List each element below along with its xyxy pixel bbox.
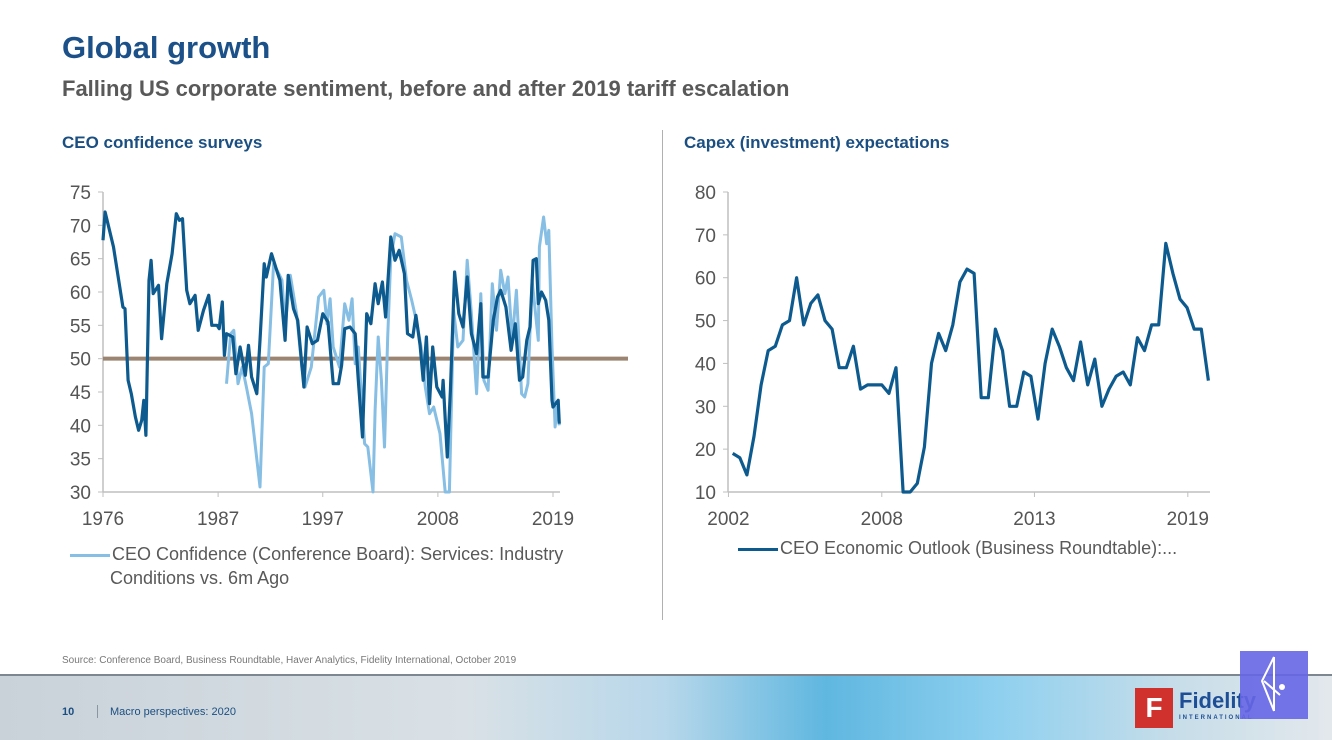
y-tick-label: 30: [695, 397, 716, 418]
series-line-ceo-economic-outlook: [731, 241, 1210, 494]
y-tick-label: 35: [70, 450, 91, 471]
y-tick-label: 20: [695, 440, 716, 461]
x-tick-label: 1976: [82, 509, 124, 530]
y-tick-label: 60: [695, 269, 716, 290]
y-tick-label: 50: [70, 350, 91, 371]
y-tick-label: 30: [70, 483, 91, 504]
x-tick-label: 2008: [417, 509, 459, 530]
x-tick-label: 1987: [197, 509, 239, 530]
series-line-ceo-confidence: [101, 210, 561, 459]
right-chart-title: Capex (investment) expectations: [684, 133, 950, 152]
x-tick-label: 2019: [1167, 509, 1209, 530]
y-tick-label: 40: [695, 354, 716, 375]
y-tick-label: 40: [70, 416, 91, 437]
y-tick-label: 80: [695, 183, 716, 204]
legend-label-line1: CEO Confidence (Conference Board): Servi…: [112, 544, 564, 564]
slide-title: Global growth: [62, 30, 271, 65]
y-tick-label: 70: [70, 216, 91, 237]
x-tick-label: 2019: [532, 509, 574, 530]
y-tick-label: 10: [695, 483, 716, 504]
deck-title: Macro perspectives: 2020: [110, 706, 236, 718]
footer-band: [0, 674, 1332, 740]
y-tick-label: 65: [70, 250, 91, 271]
x-tick-label: 2008: [861, 509, 903, 530]
y-tick-label: 75: [70, 183, 91, 204]
slide-subtitle: Falling US corporate sentiment, before a…: [62, 76, 790, 101]
y-tick-label: 60: [70, 283, 91, 304]
footer-separator: [97, 705, 98, 718]
x-tick-label: 2013: [1013, 509, 1055, 530]
fidelity-logo: F Fidelity INTERNATIONAL: [1135, 688, 1256, 728]
y-tick-label: 50: [695, 312, 716, 333]
y-tick-label: 45: [70, 383, 91, 404]
legend-swatch-dark: [738, 547, 778, 551]
fidelity-logo-mark: F: [1135, 688, 1173, 728]
capex-expectations-chart: 10 20 30 40 50 60 70 80 2002 2008 2013 2019: [695, 183, 1210, 530]
ceo-confidence-chart: 30 35 40 45 50 55 60 65 70 75 1976 1987 1997 2008 2019: [70, 183, 628, 530]
page-number: 10: [62, 706, 75, 718]
bracket-icon: [1260, 656, 1285, 712]
legend-label-line2: Conditions vs. 6m Ago: [110, 568, 290, 588]
source-note: Source: Conference Board, Business Round…: [62, 655, 517, 666]
left-chart-title: CEO confidence surveys: [62, 133, 263, 152]
right-chart-legend: CEO Economic Outlook (Business Roundtabl…: [738, 536, 1177, 560]
legend-label: CEO Economic Outlook (Business Roundtabl…: [780, 538, 1178, 558]
fidelity-logo-subtext: INTERNATIONAL: [1179, 715, 1254, 721]
series-line-services-confidence: [225, 215, 561, 494]
overlay-app-icon: [1240, 651, 1308, 719]
left-chart-legend: CEO Confidence (Conference Board): Servi…: [70, 542, 563, 590]
y-tick-label: 55: [70, 316, 91, 337]
x-tick-label: 1997: [302, 509, 344, 530]
x-tick-label: 2002: [707, 509, 749, 530]
legend-swatch-light: [70, 553, 110, 557]
chart-divider: [662, 130, 663, 620]
y-tick-label: 70: [695, 226, 716, 247]
